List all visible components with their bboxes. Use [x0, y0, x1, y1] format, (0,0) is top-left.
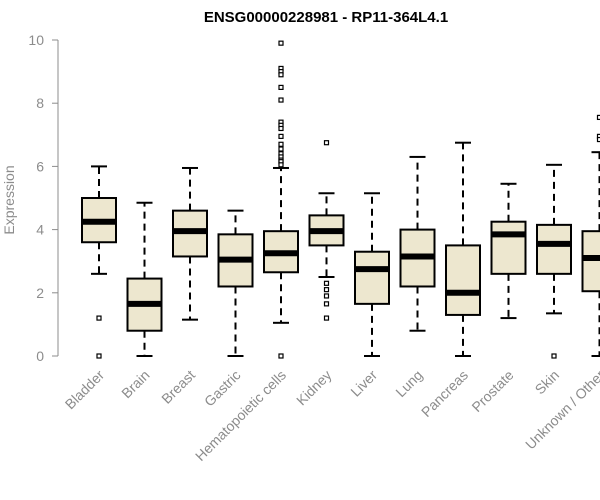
y-tick-label: 0 [36, 348, 44, 364]
outlier-point [323, 301, 330, 307]
outlier-point [278, 97, 284, 103]
x-tick-label: Kidney [293, 367, 335, 409]
x-tick-label: Prostate [468, 367, 516, 415]
x-tick-label: Unknown / Other [522, 367, 600, 453]
box-group [536, 163, 572, 359]
outlier-point [96, 353, 102, 359]
box-iqr [445, 244, 481, 316]
y-axis: 0 2 4 6 8 10 [28, 32, 59, 364]
box-iqr [536, 223, 572, 275]
x-tick-label: Pancreas [418, 367, 471, 420]
outlier-point [278, 133, 284, 139]
box-group [308, 140, 345, 321]
boxes [81, 40, 600, 359]
outlier-point [323, 140, 330, 146]
box-group [354, 192, 390, 357]
box-group [399, 155, 436, 332]
x-tick-label: Bladder [62, 367, 108, 413]
x-tick-label: Liver [347, 367, 380, 400]
x-tick-label: Skin [532, 367, 563, 398]
x-tick-label: Brain [118, 367, 152, 401]
y-tick-label: 4 [36, 222, 44, 238]
y-tick-label: 6 [36, 158, 44, 174]
y-tick-label: 10 [28, 32, 44, 48]
outlier-point [323, 315, 330, 321]
box-iqr [581, 230, 600, 293]
outlier-point [323, 280, 330, 286]
outlier-point [278, 40, 284, 46]
box-iqr [490, 220, 527, 275]
box-iqr [354, 250, 390, 305]
chart-title: ENSG00000228981 - RP11-364L4.1 [204, 9, 448, 26]
box-group [445, 141, 481, 357]
y-tick-label: 8 [36, 95, 44, 111]
outlier-point [323, 293, 330, 299]
outlier-point [278, 146, 284, 152]
box-group [581, 114, 600, 357]
box-group [126, 201, 163, 357]
outlier-point [278, 162, 284, 168]
outlier-point [551, 353, 557, 359]
box-group [490, 182, 527, 320]
outlier-point [278, 353, 284, 359]
outlier-point [323, 287, 330, 293]
x-tick-label: Lung [392, 367, 425, 400]
y-tick-label: 2 [36, 285, 44, 301]
outlier-point [278, 84, 284, 91]
box-group [217, 209, 254, 357]
outlier-point [278, 141, 284, 147]
outlier-point [278, 125, 284, 132]
y-axis-label: Expression [1, 165, 17, 234]
outlier-point [96, 315, 102, 321]
x-tick-label: Gastric [201, 367, 244, 410]
box-group [263, 40, 299, 359]
outlier-point [278, 72, 284, 78]
x-tick-label: Breast [158, 367, 198, 407]
box-group [172, 166, 208, 321]
x-tick-label: Hematopoietic cells [192, 367, 289, 464]
box-group [81, 165, 117, 359]
